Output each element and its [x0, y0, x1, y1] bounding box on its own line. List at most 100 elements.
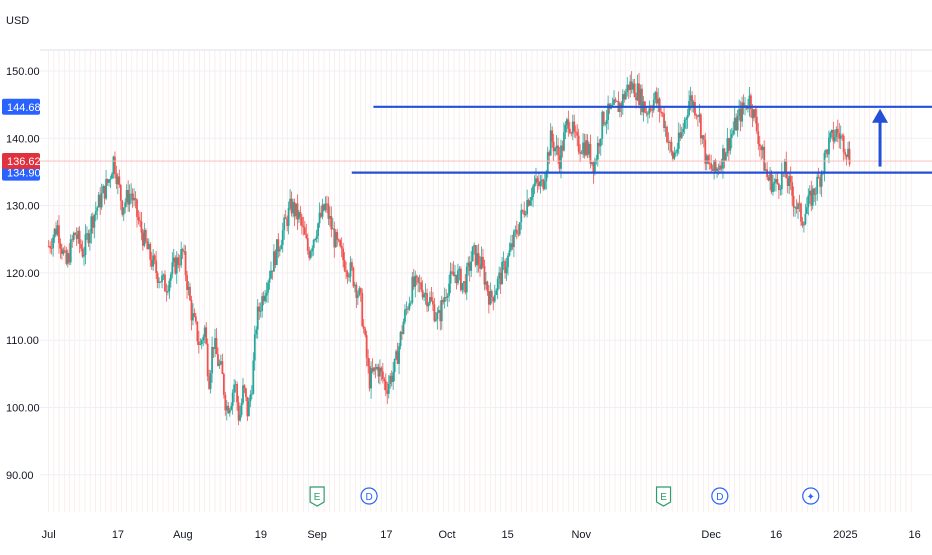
candle-body — [137, 216, 140, 221]
candle-body — [77, 230, 80, 240]
candle-body — [274, 251, 277, 265]
candle-body — [81, 248, 84, 257]
candle-body — [701, 135, 704, 139]
candle-body — [698, 114, 701, 117]
candle-body — [423, 294, 425, 298]
price-axis[interactable]: 150.00 140.00 130.00 120.00 110.00 100.00 90.0… — [2, 66, 41, 482]
candle-body — [439, 310, 442, 322]
time-tick-label: 16 — [770, 529, 782, 541]
candle-body — [152, 255, 155, 267]
candle-body — [694, 101, 696, 116]
candle-body — [206, 343, 209, 377]
event-marker-label: ✦ — [807, 492, 815, 503]
price-tick-label: 120.00 — [6, 268, 40, 280]
currency-label: USD — [6, 15, 29, 27]
candle-body — [708, 163, 711, 165]
candle-body — [197, 341, 200, 345]
candle-body — [841, 135, 844, 137]
candle-body — [717, 168, 720, 170]
candle-body — [454, 274, 456, 277]
candle-body — [224, 394, 227, 411]
candle-body — [227, 405, 230, 414]
time-axis[interactable]: Jul 17 Aug 19 Sep 17 Oct 15 Nov Dec 16 2025 16 — [42, 529, 921, 541]
candle-body — [352, 267, 355, 287]
candle-body — [53, 228, 56, 238]
candle-body — [184, 251, 187, 276]
candle-body — [515, 229, 518, 234]
candle-body — [632, 83, 635, 90]
candle-body — [158, 281, 160, 283]
candle-body — [763, 146, 766, 171]
candle-body — [666, 126, 668, 143]
candle-body — [367, 357, 370, 367]
candle-body — [171, 262, 174, 275]
candle-body — [595, 159, 598, 162]
candle-body — [78, 230, 81, 245]
candle-body — [225, 405, 228, 411]
candle-body — [437, 310, 440, 313]
candle-body — [143, 230, 146, 246]
candle-body — [582, 142, 584, 154]
candle-body — [592, 162, 595, 174]
candle-body — [105, 179, 107, 199]
candle-body — [504, 261, 506, 274]
candle-body — [501, 262, 504, 285]
candle-body — [167, 291, 169, 293]
price-tick-label: 110.00 — [6, 335, 39, 347]
price-tick-label: 130.00 — [6, 201, 40, 213]
candle-body — [741, 102, 743, 122]
candle-body — [448, 283, 451, 296]
candle-body — [489, 291, 492, 305]
candle-body — [265, 292, 268, 296]
candle-body — [339, 240, 342, 247]
candle-body — [565, 119, 568, 125]
candle-body — [830, 129, 833, 133]
candle-body — [370, 368, 372, 389]
candle-body — [312, 240, 315, 249]
candle-body — [181, 249, 184, 252]
candle-body — [342, 248, 345, 261]
candle-body — [627, 84, 630, 90]
candle-body — [180, 249, 183, 266]
candle-body — [791, 182, 794, 196]
candle-body — [194, 316, 197, 322]
candle-body — [462, 281, 465, 284]
candle-body — [808, 190, 811, 196]
candle-body — [318, 212, 321, 224]
candle-body — [178, 264, 181, 266]
candle-body — [398, 346, 400, 364]
candle-body — [775, 179, 777, 183]
candle-body — [55, 228, 57, 235]
candle-body — [571, 121, 574, 134]
candle-body — [722, 148, 724, 169]
candle-body — [161, 275, 163, 283]
candle-body — [730, 134, 733, 138]
level-price-tag — [2, 98, 40, 115]
candle-body — [649, 108, 652, 111]
candle-body — [598, 142, 601, 147]
candle-body — [800, 203, 802, 222]
candle-body — [704, 139, 707, 164]
candle-body — [651, 110, 654, 111]
candle-body — [361, 292, 364, 327]
candle-body — [714, 160, 717, 172]
candle-body — [833, 136, 836, 142]
candle-body — [638, 83, 640, 105]
candle-body — [723, 148, 726, 161]
candle-body — [732, 130, 735, 135]
candle-body — [47, 245, 50, 247]
price-tick-label: 140.00 — [6, 133, 40, 145]
candle-body — [88, 233, 91, 244]
candle-body — [755, 116, 758, 132]
candle-body — [736, 115, 739, 131]
candle-body — [552, 141, 555, 152]
candle-body — [283, 217, 286, 231]
candle-body — [215, 338, 218, 355]
candle-body — [692, 101, 695, 107]
candles-layer — [47, 71, 851, 426]
candle-body — [623, 94, 626, 100]
candle-body — [292, 202, 294, 214]
candle-body — [645, 112, 648, 114]
